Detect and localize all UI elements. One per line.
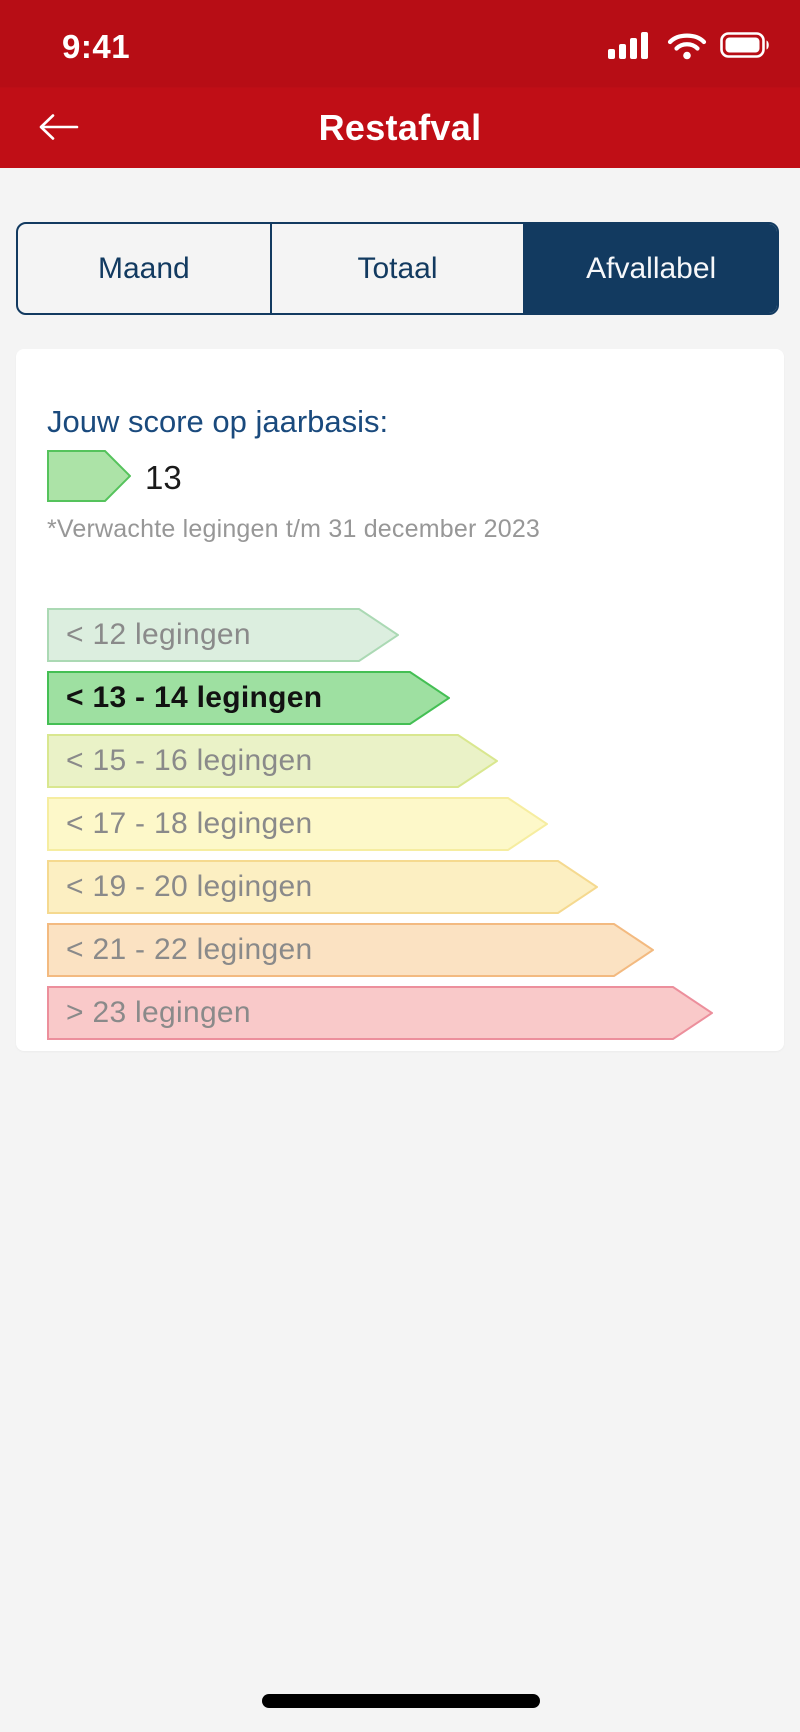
tab-maand[interactable]: Maand [18,224,270,313]
status-bar: 9:41 [0,0,800,88]
afvallabel-level-label: > 23 legingen [66,996,251,1029]
score-value: 13 [145,459,182,496]
tab-totaal[interactable]: Totaal [269,224,526,313]
afvallabel-level: < 21 - 22 legingen [47,923,654,977]
tab-afvallabel[interactable]: Afvallabel [525,224,777,313]
afvallabel-level: < 17 - 18 legingen [47,797,548,851]
score-row: 13 [47,449,754,507]
afvallabel-level-label: < 19 - 20 legingen [66,870,313,903]
afvallabel-level: < 12 legingen [47,608,399,662]
afvallabel-level: < 15 - 16 legingen [47,734,498,788]
afvallabel-level-label: < 13 - 14 legingen [66,681,323,714]
signal-icon [608,29,654,66]
page-title: Restafval [318,107,482,148]
afvallabel-level-label: < 12 legingen [66,618,251,651]
tab-bar: Maand Totaal Afvallabel [16,222,779,315]
afvallabel-level-label: < 21 - 22 legingen [66,933,313,966]
arrow-left-icon [35,111,81,146]
status-time: 9:41 [62,28,131,65]
afvallabel-level-label: < 17 - 18 legingen [66,807,313,840]
nav-bar: Restafval [0,88,800,168]
status-icons [608,29,772,66]
battery-icon [720,29,772,66]
score-heading: Jouw score op jaarbasis: [47,404,389,439]
afvallabel-level-label: < 15 - 16 legingen [66,744,313,777]
wifi-icon [667,29,707,66]
app-header: 9:41 [0,0,800,168]
home-indicator[interactable] [262,1694,540,1708]
afvallabel-levels: < 12 legingen < 13 - 14 legingen < 15 - 16… [47,608,754,1040]
afvallabel-level: > 23 legingen [47,986,713,1040]
score-arrow-badge [47,449,132,507]
score-note: *Verwachte legingen t/m 31 december 2023 [47,515,541,543]
back-button[interactable] [30,106,86,150]
afvallabel-level: < 13 - 14 legingen [47,671,450,725]
score-card: Jouw score op jaarbasis: 13 *Verwachte l… [16,349,784,1051]
afvallabel-level: < 19 - 20 legingen [47,860,598,914]
